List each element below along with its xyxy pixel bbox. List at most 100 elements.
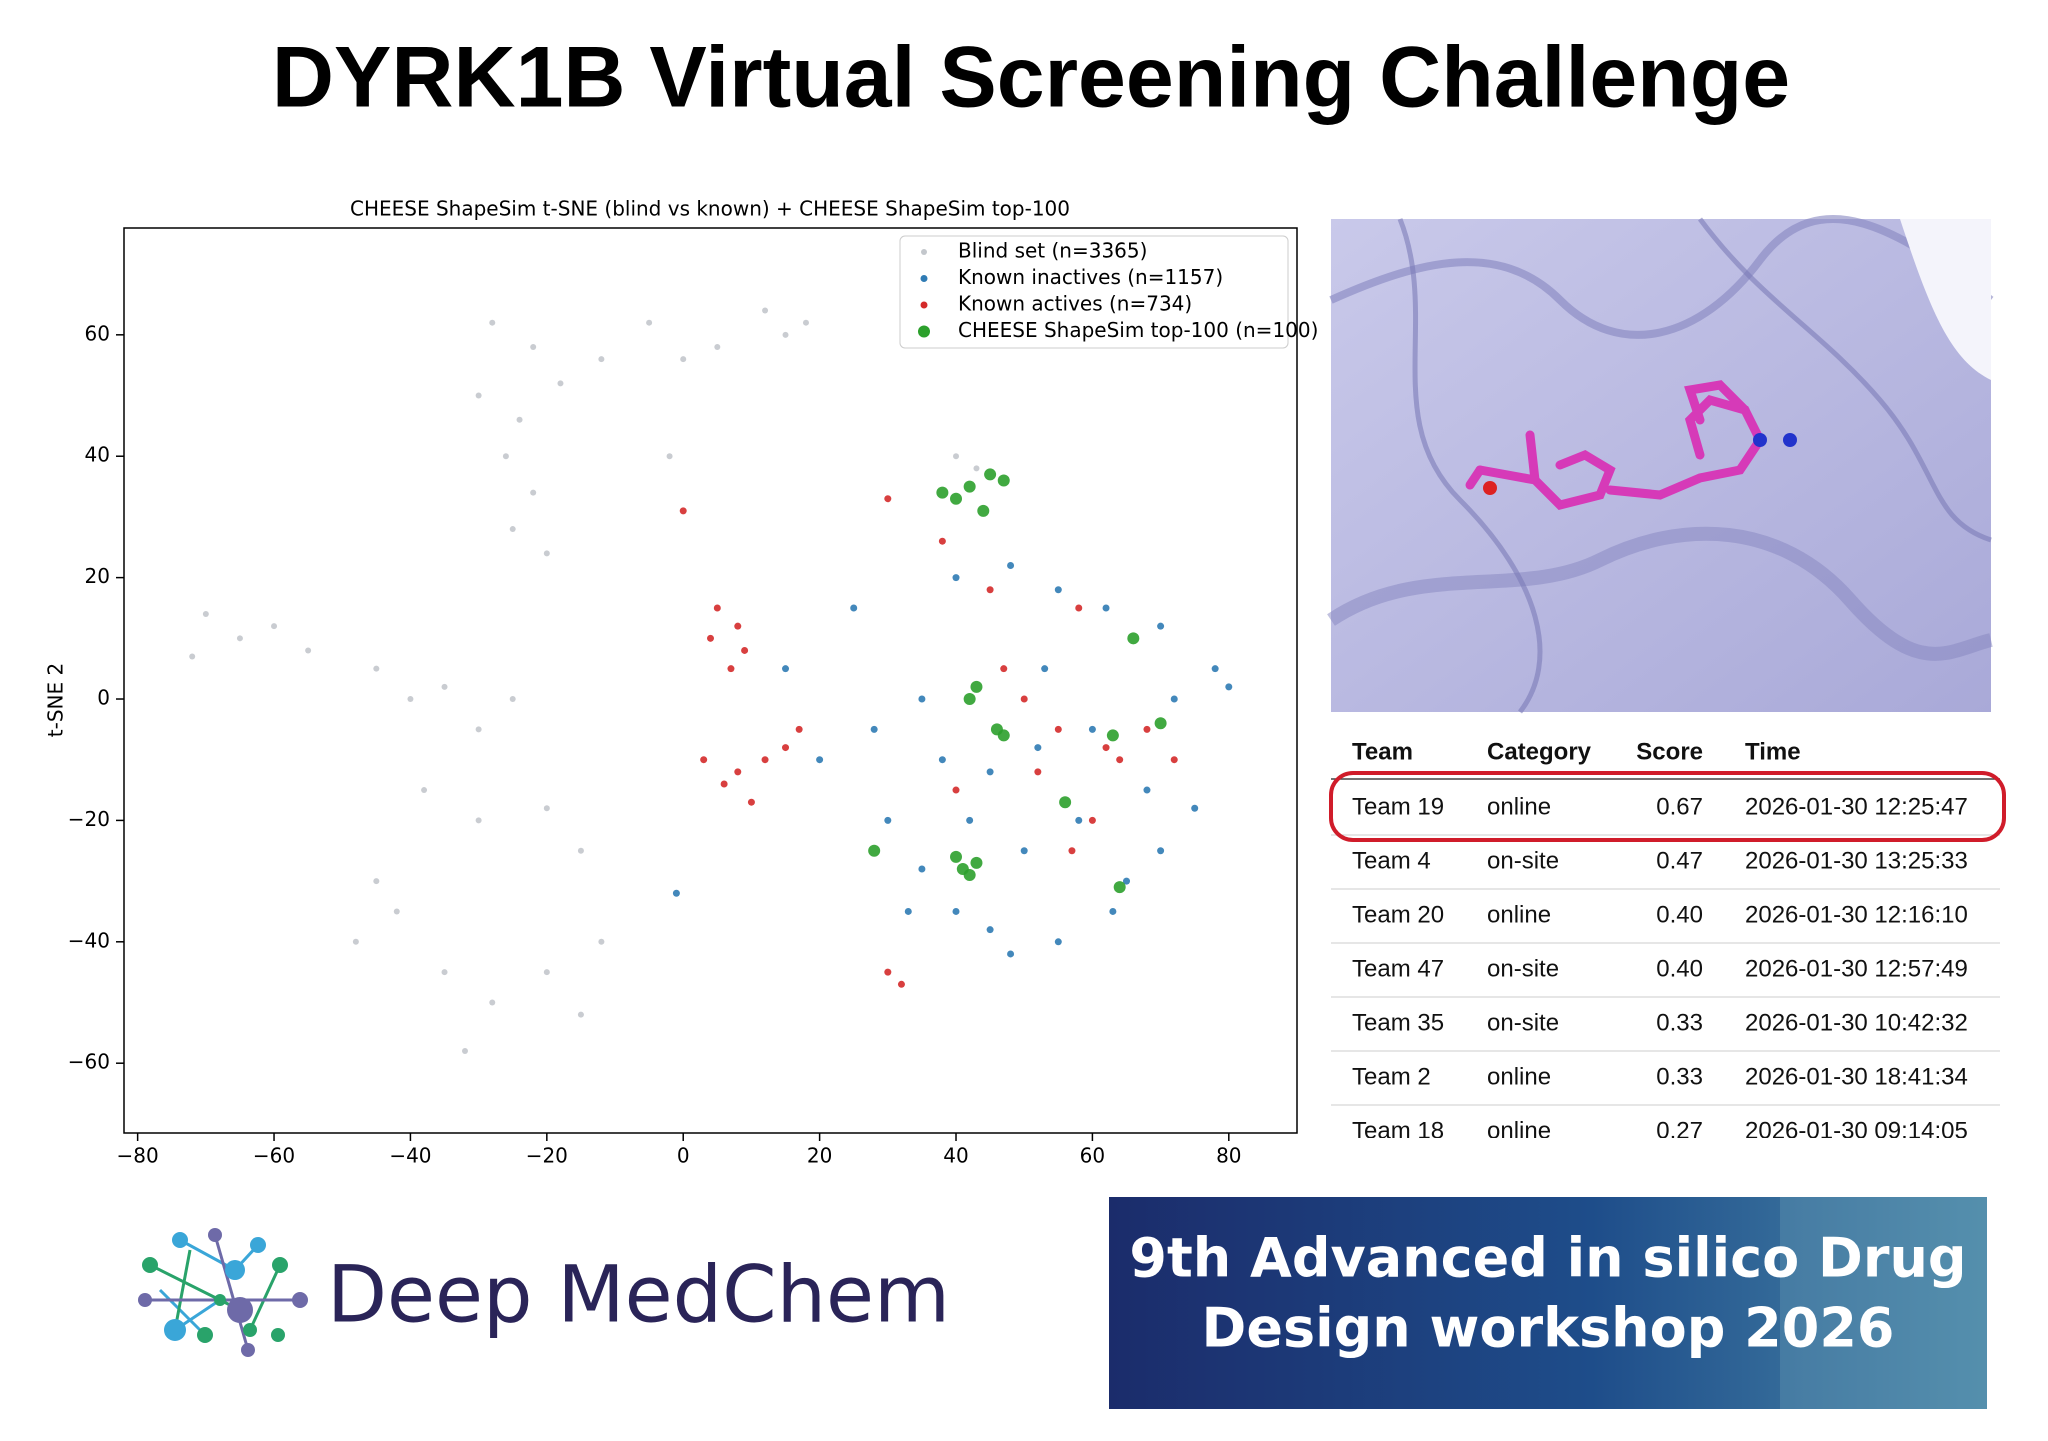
- chart-title: CHEESE ShapeSim t-SNE (blind vs known) +…: [350, 197, 1070, 221]
- logo-text: Deep MedChem: [327, 1250, 950, 1340]
- point: [762, 307, 769, 314]
- y-tick-label: 60: [85, 321, 110, 345]
- point: [1000, 665, 1008, 673]
- legend-label: Known inactives (n=1157): [958, 265, 1223, 289]
- point: [802, 319, 809, 326]
- point: [502, 453, 509, 460]
- table-cell: Team 35: [1352, 1009, 1444, 1036]
- point: [489, 999, 496, 1006]
- x-tick-label: −80: [117, 1144, 159, 1168]
- point: [1143, 725, 1151, 733]
- point: [997, 474, 1010, 487]
- point: [509, 696, 516, 703]
- table-cell: Team 47: [1352, 955, 1444, 982]
- point: [950, 492, 963, 505]
- point: [1075, 604, 1083, 612]
- atom: [1483, 481, 1497, 495]
- point: [782, 665, 790, 673]
- y-tick-label: 40: [85, 443, 110, 467]
- point: [577, 847, 584, 854]
- point: [984, 468, 997, 481]
- point: [475, 726, 482, 733]
- point: [271, 623, 278, 630]
- point: [189, 653, 196, 660]
- point: [870, 725, 878, 733]
- legend-marker: [921, 249, 927, 255]
- point: [1127, 632, 1140, 645]
- leaderboard: Team Category Score Time Team 19 online 0.67 20…: [1331, 738, 2000, 1144]
- point: [966, 816, 974, 824]
- point: [952, 574, 960, 582]
- point: [720, 780, 728, 788]
- point: [990, 723, 1003, 736]
- point: [884, 816, 892, 824]
- table-cell: Team 18: [1352, 1117, 1444, 1144]
- point: [1143, 786, 1151, 794]
- ribbon: [1329, 215, 1994, 339]
- point: [679, 507, 687, 515]
- point: [543, 969, 550, 976]
- point: [680, 356, 687, 363]
- y-tick-label: −20: [68, 807, 110, 831]
- table-cell: 0.67: [1656, 793, 1703, 820]
- point: [1088, 725, 1096, 733]
- point: [714, 343, 721, 350]
- point: [918, 695, 926, 703]
- y-axis-label: t-SNE 2: [44, 663, 68, 737]
- point: [373, 878, 380, 885]
- column-header: Category: [1487, 738, 1592, 765]
- point: [700, 756, 708, 764]
- point: [1157, 847, 1165, 855]
- point: [352, 938, 359, 945]
- point: [938, 537, 946, 545]
- point: [868, 844, 881, 857]
- table-cell: 0.33: [1656, 1063, 1703, 1090]
- point: [236, 635, 243, 642]
- table-cell: 0.33: [1656, 1009, 1703, 1036]
- point: [1068, 847, 1076, 855]
- point: [646, 319, 653, 326]
- point: [782, 744, 790, 752]
- point: [543, 550, 550, 557]
- point: [1225, 683, 1233, 691]
- point: [1054, 586, 1062, 594]
- plot-area: [189, 307, 1233, 1055]
- point: [202, 611, 209, 618]
- point: [884, 968, 892, 976]
- point: [963, 869, 976, 882]
- x-tick-label: 40: [943, 1144, 968, 1168]
- table-cell: 0.27: [1656, 1117, 1703, 1144]
- banner-photo: [1780, 1197, 1987, 1409]
- point: [816, 756, 824, 764]
- table-cell: 2026-01-30 12:57:49: [1745, 955, 1968, 982]
- ribbon: [1397, 218, 1543, 714]
- table-cell: on-site: [1487, 847, 1559, 874]
- point: [1102, 604, 1110, 612]
- point: [747, 798, 755, 806]
- point: [1007, 561, 1015, 569]
- point: [782, 331, 789, 338]
- column-header: Team: [1352, 738, 1413, 765]
- point: [577, 1011, 584, 1018]
- point: [884, 495, 892, 503]
- point: [1075, 816, 1083, 824]
- point: [489, 319, 496, 326]
- point: [1116, 756, 1124, 764]
- table-cell: Team 4: [1352, 847, 1431, 874]
- point: [530, 343, 537, 350]
- table-cell: 2026-01-30 18:41:34: [1745, 1063, 1968, 1090]
- legend-marker: [920, 275, 928, 282]
- banner-line: Design workshop 2026: [1202, 1297, 1895, 1360]
- point: [373, 665, 380, 672]
- table-cell: 2026-01-30 13:25:33: [1745, 847, 1968, 874]
- point: [509, 526, 516, 533]
- point: [970, 680, 983, 693]
- y-tick-label: −60: [68, 1050, 110, 1074]
- x-tick-label: −20: [526, 1144, 568, 1168]
- table-cell: online: [1487, 1117, 1551, 1144]
- cavity: [1900, 219, 1991, 380]
- table-cell: Team 20: [1352, 901, 1444, 928]
- point: [1191, 804, 1199, 812]
- point: [1041, 665, 1049, 673]
